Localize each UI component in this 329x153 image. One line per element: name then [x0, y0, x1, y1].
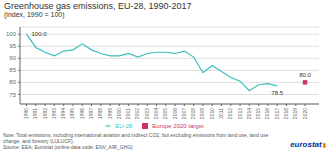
- svg-text:1999: 1999: [107, 108, 113, 119]
- svg-text:2003: 2003: [144, 108, 150, 119]
- svg-text:2016: 2016: [264, 108, 270, 119]
- svg-text:1997: 1997: [88, 108, 94, 119]
- svg-text:2010: 2010: [209, 108, 215, 119]
- svg-text:2012: 2012: [227, 108, 233, 119]
- svg-text:2007: 2007: [181, 108, 187, 119]
- svg-text:2013: 2013: [237, 108, 243, 119]
- html-text:eurostat▮: eurostat▮: [290, 140, 326, 149]
- svg-text:80: 80: [9, 79, 16, 85]
- svg-text:2002: 2002: [134, 108, 140, 119]
- svg-text:2009: 2009: [199, 108, 205, 119]
- svg-text:1994: 1994: [60, 108, 66, 119]
- svg-text:95: 95: [9, 43, 16, 49]
- svg-text:2005: 2005: [162, 108, 168, 119]
- svg-text:2018: 2018: [283, 108, 289, 119]
- svg-text:100: 100: [8, 31, 17, 37]
- html-text:Europe 2020 target: Europe 2020 target: [152, 123, 204, 129]
- svg-text:2017: 2017: [274, 108, 280, 119]
- svg-text:78.5: 78.5: [271, 90, 283, 96]
- html-text:Source: EEA; Eurostat (online: Source: EEA; Eurostat (online data code:…: [3, 144, 133, 150]
- svg-text:2019: 2019: [292, 108, 298, 119]
- svg-text:90: 90: [9, 55, 16, 61]
- svg-text:2020: 2020: [302, 108, 308, 119]
- svg-text:2000: 2000: [116, 108, 122, 119]
- svg-text:80.0: 80.0: [299, 72, 311, 78]
- svg-text:1991: 1991: [32, 108, 38, 119]
- svg-text:1990: 1990: [23, 108, 29, 119]
- svg-text:2011: 2011: [218, 108, 224, 119]
- svg-text:2001: 2001: [125, 108, 131, 119]
- svg-text:2015: 2015: [255, 108, 261, 119]
- svg-text:85: 85: [9, 67, 16, 73]
- svg-text:2008: 2008: [190, 108, 196, 119]
- svg-text:2004: 2004: [153, 108, 159, 119]
- html-text:(index, 1990 = 100): (index, 1990 = 100): [4, 11, 65, 18]
- html-text:EU-28: EU-28: [115, 123, 133, 129]
- svg-text:1998: 1998: [97, 108, 103, 119]
- svg-text:100.0: 100.0: [32, 31, 48, 37]
- html-text:Greenhouse gas emissions, EU-2: Greenhouse gas emissions, EU-28, 1990-20…: [4, 1, 192, 11]
- svg-text:1993: 1993: [51, 108, 57, 119]
- svg-text:2014: 2014: [246, 108, 252, 119]
- svg-text:75: 75: [9, 92, 16, 98]
- svg-text:1995: 1995: [69, 108, 75, 119]
- html-text:Note: Total emissions, includi: Note: Total emissions, including interna…: [3, 132, 269, 144]
- svg-text:1996: 1996: [79, 108, 85, 119]
- svg-text:1992: 1992: [42, 108, 48, 119]
- svg-text:2006: 2006: [172, 108, 178, 119]
